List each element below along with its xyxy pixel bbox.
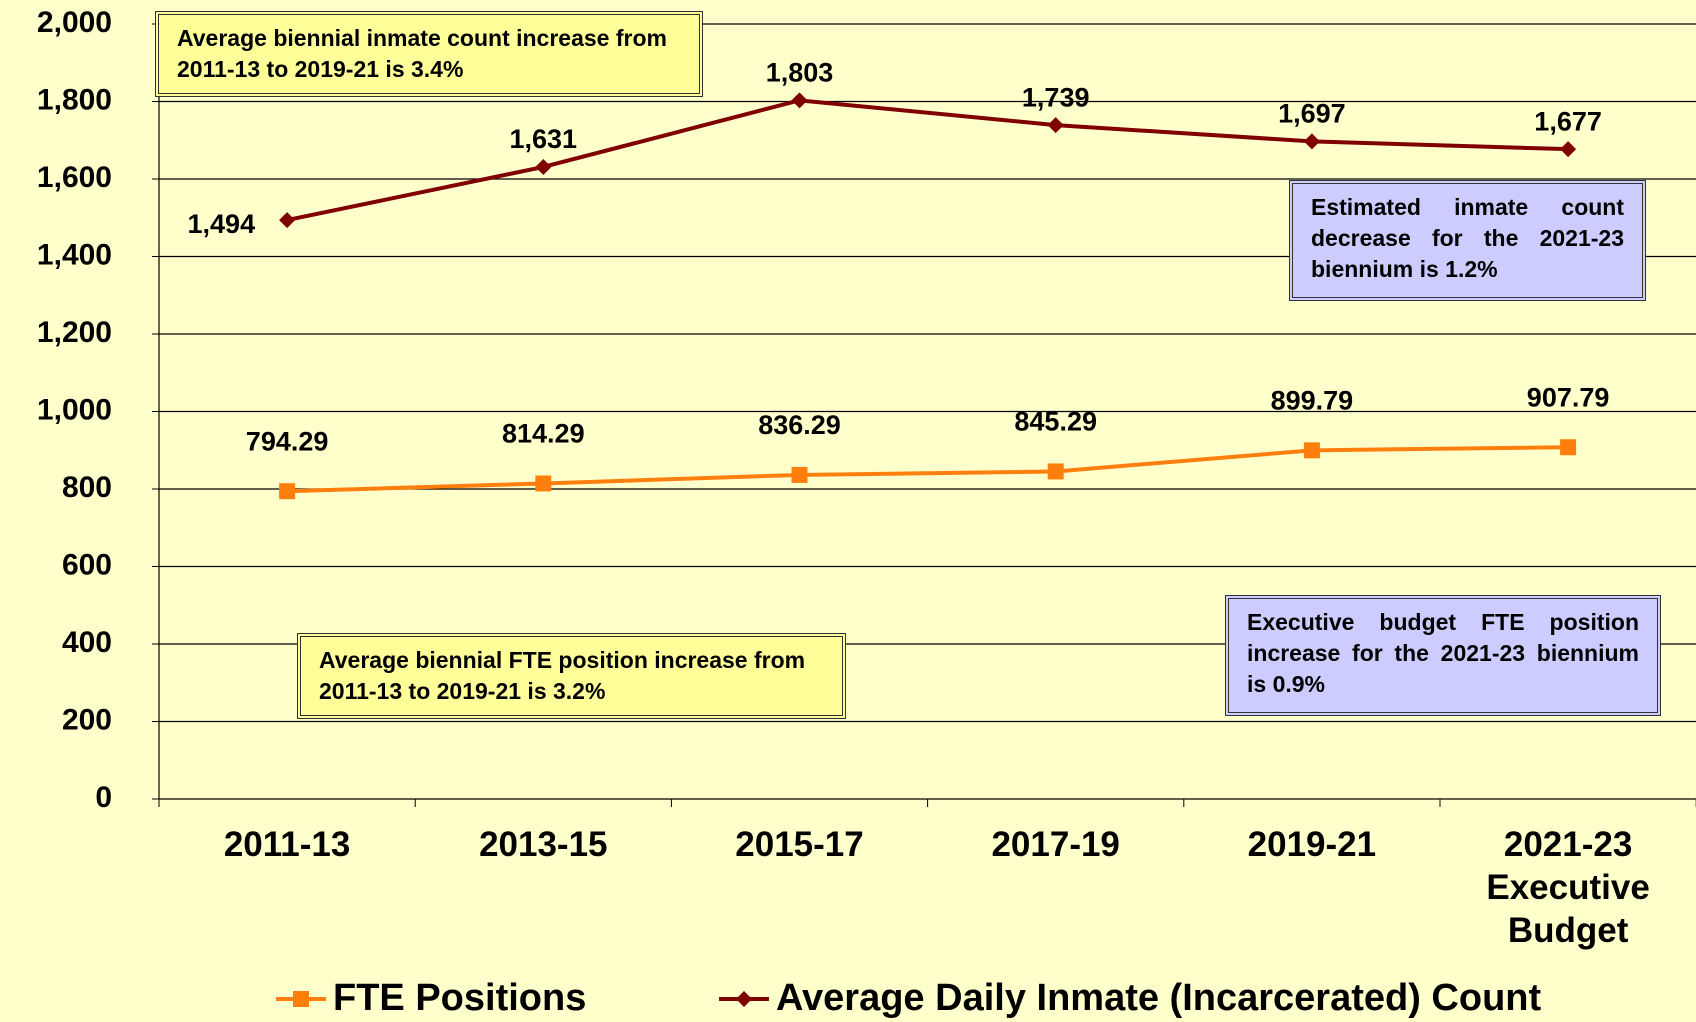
marker — [791, 92, 808, 109]
y-tick-label: 1,800 — [37, 83, 112, 116]
y-tick-label: 200 — [62, 703, 112, 736]
legend-label: Average Daily Inmate (Incarcerated) Coun… — [776, 977, 1542, 1019]
y-tick-label: 400 — [62, 626, 112, 659]
data-label: 1,631 — [510, 124, 578, 154]
annotation: Average biennial FTE position increase f… — [297, 633, 846, 719]
y-tick-label: 1,000 — [37, 393, 112, 426]
y-tick-label: 1,600 — [37, 161, 112, 194]
series-line — [286, 98, 1569, 223]
marker — [279, 212, 296, 229]
y-tick-label: 2,000 — [37, 6, 112, 39]
x-tick-label: 2019-21 — [1247, 825, 1377, 864]
annotation: Executive budget FTE position increase f… — [1225, 595, 1661, 716]
data-label: 1,739 — [1022, 82, 1090, 112]
data-label: 814.29 — [502, 419, 585, 449]
marker — [535, 475, 552, 492]
x-tick-label: 2017-19 — [991, 825, 1120, 864]
marker — [535, 158, 552, 175]
data-label: 907.79 — [1527, 382, 1610, 412]
marker — [1047, 463, 1064, 480]
marker — [1560, 141, 1577, 158]
x-tick-label: 2011-13 — [223, 825, 351, 864]
data-label: 1,803 — [766, 57, 834, 87]
data-label: 845.29 — [1014, 407, 1097, 437]
y-tick-label: 1,200 — [37, 316, 112, 349]
y-tick-label: 0 — [95, 781, 112, 814]
y-tick-label: 800 — [62, 471, 112, 504]
x-tick-label: 2013-15 — [479, 825, 608, 864]
x-tick-label: 2021-23 Executive Budget — [1486, 825, 1650, 950]
data-label: 1,494 — [188, 209, 256, 239]
marker — [736, 991, 752, 1007]
annotation: Average biennial inmate count increase f… — [155, 11, 703, 97]
x-tick-label: 2015-17 — [735, 825, 864, 864]
y-tick-label: 600 — [62, 548, 112, 581]
marker — [1560, 439, 1577, 456]
data-label: 836.29 — [758, 410, 841, 440]
legend-label: FTE Positions — [333, 977, 586, 1019]
marker — [791, 466, 808, 483]
marker — [1303, 442, 1320, 459]
data-label: 899.79 — [1271, 385, 1354, 415]
data-label: 1,677 — [1534, 106, 1602, 136]
series-line — [287, 445, 1569, 494]
annotation: Estimated inmate count decrease for the … — [1289, 180, 1646, 301]
y-tick-label: 1,400 — [37, 238, 112, 271]
marker — [1303, 133, 1320, 150]
marker — [293, 991, 309, 1007]
data-label: 794.29 — [246, 426, 329, 456]
marker — [279, 483, 296, 500]
data-label: 1,697 — [1278, 99, 1346, 129]
marker — [1047, 117, 1064, 134]
